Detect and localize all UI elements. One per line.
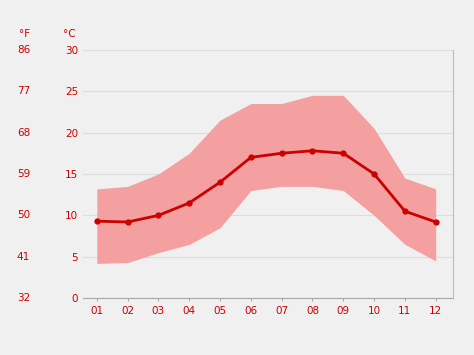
Text: °C: °C — [64, 29, 76, 39]
Text: 68: 68 — [17, 127, 30, 137]
Text: 32: 32 — [17, 293, 30, 303]
Text: 59: 59 — [17, 169, 30, 179]
Text: 50: 50 — [17, 211, 30, 220]
Text: 86: 86 — [17, 45, 30, 55]
Text: 41: 41 — [17, 252, 30, 262]
Text: °F: °F — [19, 29, 30, 39]
Text: 77: 77 — [17, 86, 30, 96]
